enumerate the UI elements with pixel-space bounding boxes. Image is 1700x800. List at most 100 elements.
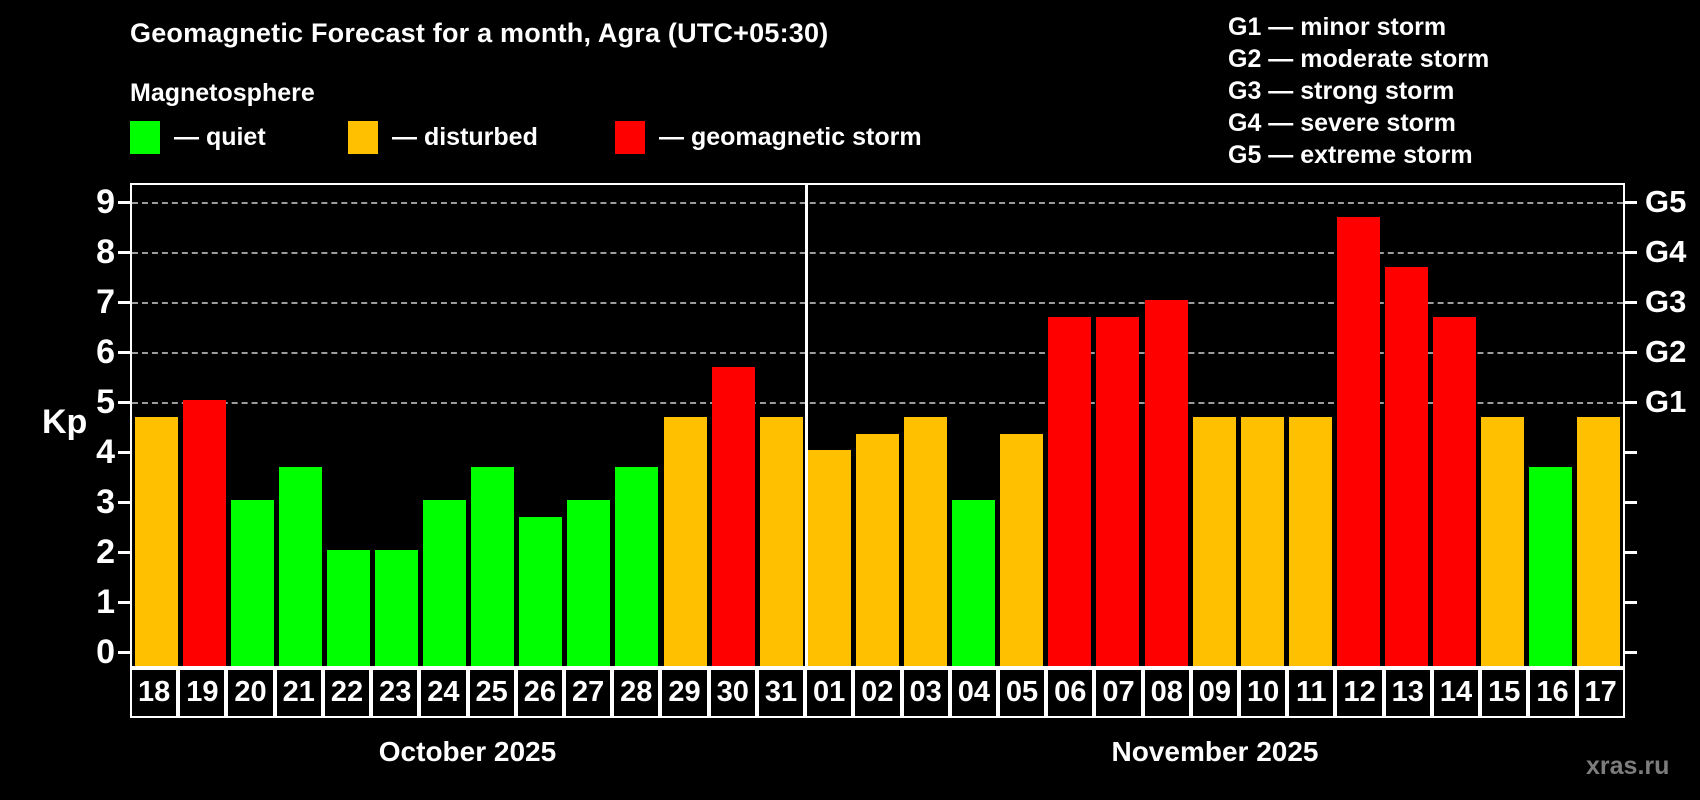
date-label-21: 21 — [274, 668, 323, 718]
date-label-02: 02 — [853, 668, 902, 718]
right-tick-8 — [1625, 251, 1637, 254]
date-label-15: 15 — [1480, 668, 1529, 718]
y-tick-label-1: 1 — [96, 583, 115, 621]
date-label-26: 26 — [515, 668, 564, 718]
bar-slot-03 — [902, 185, 950, 666]
gridline-kp-7 — [132, 302, 1623, 304]
y-tick-label-4: 4 — [96, 433, 115, 471]
left-tick-7 — [118, 301, 130, 304]
kp-bar-04 — [952, 500, 996, 666]
right-tick-7 — [1625, 301, 1637, 304]
bar-slot-24 — [421, 185, 469, 666]
kp-bar-13 — [1384, 266, 1428, 666]
y-tick-label-6: 6 — [96, 333, 115, 371]
bar-slot-05 — [998, 185, 1046, 666]
date-label-28: 28 — [612, 668, 661, 718]
kp-bar-08 — [1144, 300, 1188, 666]
g-scale-legend: G1 — minor storm G2 — moderate storm G3 — … — [1228, 11, 1489, 171]
legend-item-storm: — geomagnetic storm — [615, 121, 922, 154]
bar-slot-18 — [132, 185, 180, 666]
kp-bar-23 — [375, 550, 419, 666]
kp-bar-17 — [1577, 416, 1621, 666]
date-label-01: 01 — [805, 668, 854, 718]
quiet-color-swatch — [130, 121, 160, 154]
left-tick-4 — [118, 451, 130, 454]
date-label-20: 20 — [226, 668, 275, 718]
date-label-11: 11 — [1287, 668, 1336, 718]
bar-slot-10 — [1238, 185, 1286, 666]
plot-area — [130, 183, 1625, 668]
bar-slot-21 — [276, 185, 324, 666]
bar-slot-31 — [757, 185, 805, 666]
gridline-kp-9 — [132, 202, 1623, 204]
bar-slot-09 — [1190, 185, 1238, 666]
date-label-10: 10 — [1239, 668, 1288, 718]
kp-bar-25 — [471, 466, 515, 666]
bar-slot-23 — [372, 185, 420, 666]
kp-bar-30 — [711, 366, 755, 666]
date-label-14: 14 — [1431, 668, 1481, 718]
g-legend-item: G3 — strong storm — [1228, 77, 1455, 105]
legend-label-disturbed: — disturbed — [392, 123, 538, 151]
magnetosphere-label: Magnetosphere — [130, 79, 315, 107]
bar-slot-28 — [613, 185, 661, 666]
month-label: November 2025 — [1111, 736, 1319, 767]
right-tick-4 — [1625, 451, 1637, 454]
bar-slot-25 — [469, 185, 517, 666]
bar-slot-20 — [228, 185, 276, 666]
kp-bar-06 — [1048, 316, 1092, 666]
bar-slot-15 — [1479, 185, 1527, 666]
date-label-30: 30 — [708, 668, 757, 718]
date-label-31: 31 — [756, 668, 806, 718]
left-tick-5 — [118, 401, 130, 404]
kp-bar-02 — [855, 433, 899, 666]
legend-item-quiet: — quiet — [130, 121, 266, 154]
date-label-29: 29 — [660, 668, 709, 718]
bar-slot-19 — [180, 185, 228, 666]
gridline-kp-8 — [132, 252, 1623, 254]
disturbed-color-swatch — [348, 121, 378, 154]
bar-slot-12 — [1334, 185, 1382, 666]
kp-bar-12 — [1336, 216, 1380, 666]
date-label-12: 12 — [1335, 668, 1384, 718]
kp-bar-24 — [423, 500, 467, 666]
kp-bar-14 — [1433, 316, 1477, 666]
date-label-24: 24 — [419, 668, 468, 718]
kp-bar-19 — [182, 400, 226, 666]
date-label-19: 19 — [178, 668, 227, 718]
y-tick-label-2: 2 — [96, 533, 115, 571]
g-legend-item: G4 — severe storm — [1228, 109, 1456, 137]
g-legend-item: G5 — extreme storm — [1228, 141, 1473, 169]
date-label-27: 27 — [563, 668, 613, 718]
gridline-kp-5 — [132, 402, 1623, 404]
kp-bar-29 — [663, 416, 707, 666]
bar-slot-08 — [1142, 185, 1190, 666]
date-label-04: 04 — [949, 668, 998, 718]
kp-axis-label: Kp — [42, 403, 88, 441]
month-divider-line — [805, 185, 808, 666]
bar-slot-22 — [324, 185, 372, 666]
date-label-03: 03 — [901, 668, 950, 718]
storm-color-swatch — [615, 121, 645, 154]
kp-bar-07 — [1096, 316, 1140, 666]
date-label-25: 25 — [467, 668, 516, 718]
left-tick-9 — [118, 201, 130, 204]
kp-bar-11 — [1288, 416, 1332, 666]
g-level-label-G4: G4 — [1645, 234, 1687, 269]
date-label-05: 05 — [997, 668, 1047, 718]
kp-bar-16 — [1529, 466, 1573, 666]
kp-bar-01 — [807, 450, 851, 666]
date-axis: 18 19 20 21 22 23 24 25 26 27 28 29 30 31 01 02 03 04 05 06… — [130, 668, 1625, 718]
kp-bar-27 — [567, 500, 611, 666]
y-tick-label-9: 9 — [96, 183, 115, 221]
kp-bar-28 — [615, 466, 659, 666]
bar-slot-29 — [661, 185, 709, 666]
left-tick-3 — [118, 501, 130, 504]
right-tick-9 — [1625, 201, 1637, 204]
bar-slot-30 — [709, 185, 757, 666]
kp-bar-15 — [1481, 416, 1525, 666]
bar-slot-06 — [1046, 185, 1094, 666]
gridline-kp-6 — [132, 352, 1623, 354]
kp-bar-05 — [1000, 433, 1044, 666]
legend-item-disturbed: — disturbed — [348, 121, 538, 154]
